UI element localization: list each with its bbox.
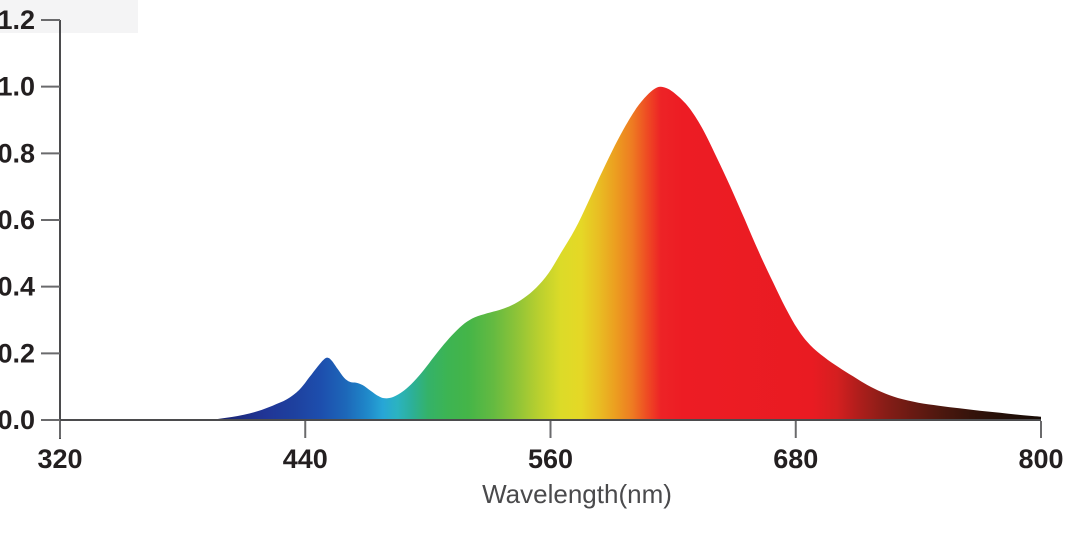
- y-tick-label: 0.2: [0, 338, 35, 368]
- x-tick-label: 560: [528, 444, 573, 474]
- axes: [59, 20, 1041, 439]
- y-tick-label: 0.4: [0, 272, 35, 302]
- x-tick-label: 800: [1018, 444, 1063, 474]
- x-tick-label: 440: [283, 444, 328, 474]
- y-tick-label: 0.0: [0, 405, 35, 435]
- y-axis: 0.0 0.2 0.4 0.6 0.8 1.0 1.2: [0, 5, 60, 435]
- corner-artifact: [0, 0, 138, 33]
- x-tick-label: 320: [37, 444, 82, 474]
- y-tick-label: 0.8: [0, 138, 35, 168]
- spectrum-area-fill: [207, 86, 1041, 420]
- y-tick-label: 0.6: [0, 205, 35, 235]
- x-axis-title: Wavelength(nm): [482, 479, 672, 509]
- y-tick-label: 1.0: [0, 72, 35, 102]
- y-tick-label: 1.2: [0, 5, 35, 35]
- x-tick-label: 680: [773, 444, 818, 474]
- x-axis: 320 440 560 680 800: [37, 421, 1064, 474]
